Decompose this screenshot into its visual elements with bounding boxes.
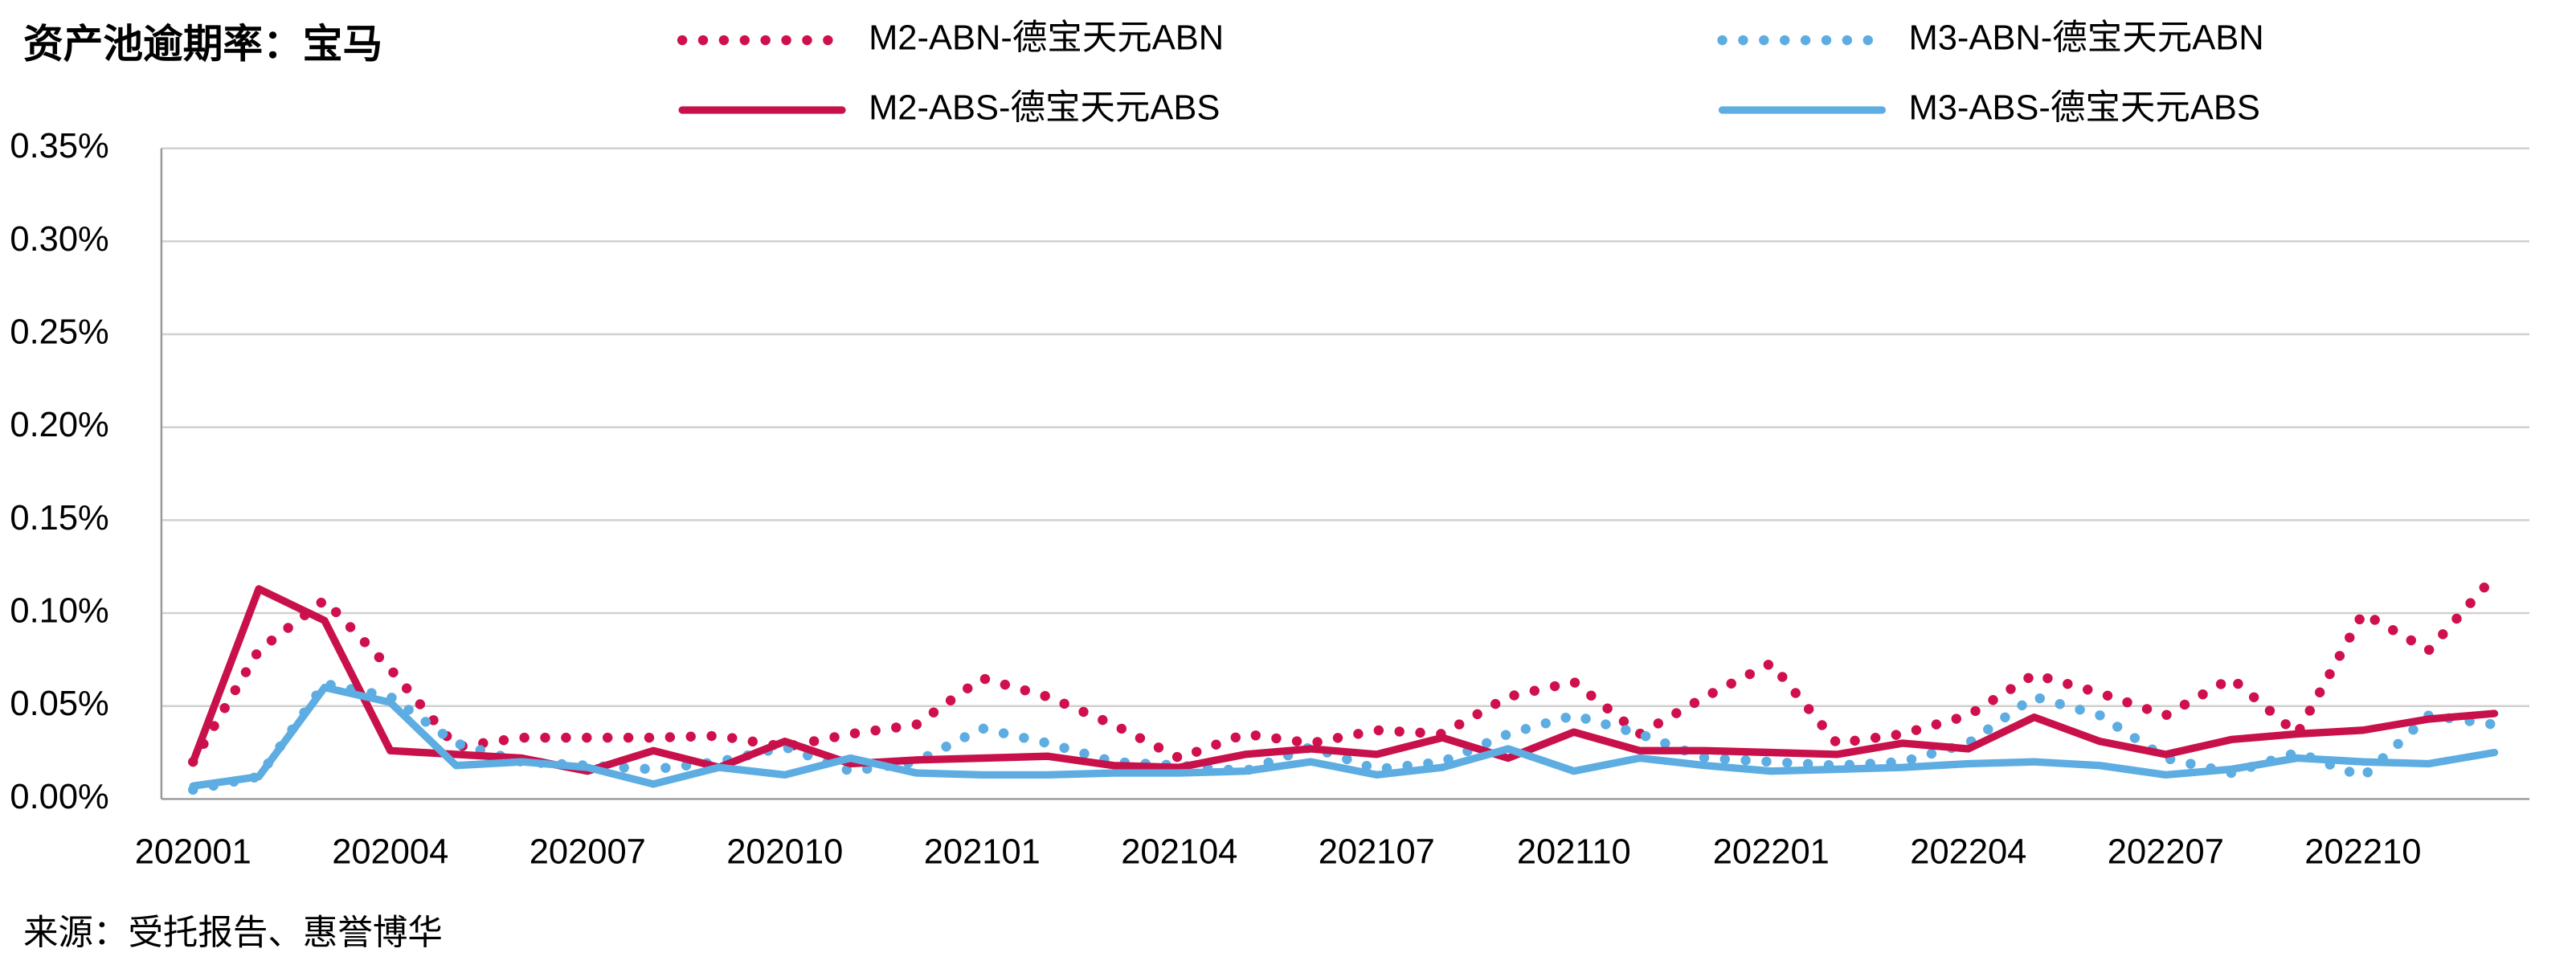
y-tick-label: 0.35% xyxy=(10,127,108,166)
series-line xyxy=(189,683,2499,790)
series-line xyxy=(189,585,2499,775)
x-tick-label: 202201 xyxy=(1713,832,1830,871)
x-tick-label: 202004 xyxy=(332,832,448,871)
y-tick-label: 0.00% xyxy=(10,778,108,816)
x-tick-label: 202110 xyxy=(1517,832,1631,871)
x-tick-label: 202207 xyxy=(2108,832,2224,871)
x-tick-label: 202101 xyxy=(924,832,1041,871)
legend-label: M2-ABN-德宝天元ABN xyxy=(869,19,1224,58)
x-tick-label: 202104 xyxy=(1121,832,1237,871)
y-tick-label: 0.15% xyxy=(10,499,108,538)
x-tick-label: 202210 xyxy=(2304,832,2421,871)
x-tick-label: 202001 xyxy=(135,832,251,871)
x-tick-label: 202007 xyxy=(530,832,646,871)
series-line xyxy=(188,570,2500,767)
legend-label: M3-ABS-德宝天元ABS xyxy=(1909,88,2260,127)
y-tick-label: 0.20% xyxy=(10,406,108,444)
x-tick-label: 202204 xyxy=(1910,832,2026,871)
y-tick-label: 0.05% xyxy=(10,685,108,723)
legend-label: M3-ABN-德宝天元ABN xyxy=(1909,19,2264,58)
x-tick-label: 202010 xyxy=(726,832,843,871)
y-tick-label: 0.10% xyxy=(10,592,108,631)
y-tick-label: 0.25% xyxy=(10,313,108,351)
series-line xyxy=(188,678,2500,795)
legend-label: M2-ABS-德宝天元ABS xyxy=(869,88,1220,127)
y-tick-label: 0.30% xyxy=(10,220,108,259)
x-tick-label: 202107 xyxy=(1319,832,1435,871)
chart-title: 资产池逾期率：宝马 xyxy=(23,21,382,66)
source-note: 来源：受托报告、惠誉博华 xyxy=(23,914,443,953)
